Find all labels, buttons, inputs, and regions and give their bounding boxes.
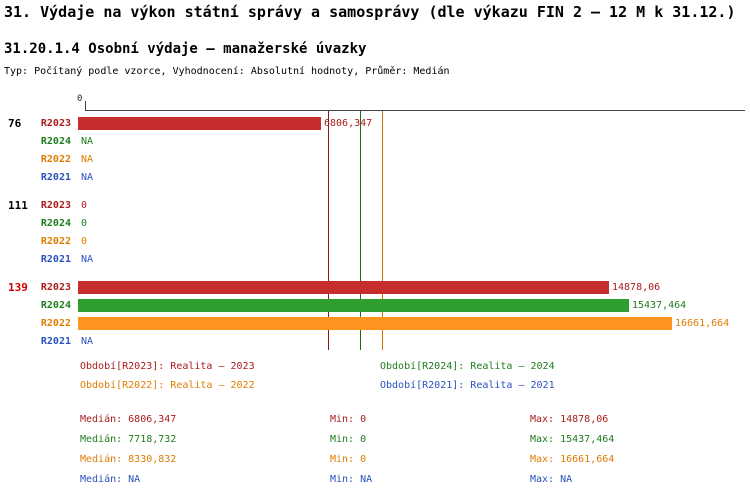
legend: Období[R2023]: Realita – 2023 Období[R20… <box>80 361 555 391</box>
legend-item-r2024: Období[R2024]: Realita – 2024 <box>380 361 555 372</box>
median-lines <box>85 111 745 350</box>
bar-value: NA <box>81 171 94 183</box>
stat-median-r2022: Medián: 8330,832 <box>80 454 177 465</box>
series-label: R2022 <box>40 235 71 247</box>
group-label: 139 <box>8 281 28 294</box>
bar-value: 15437,464 <box>632 299 687 311</box>
median-line-r2024 <box>360 111 361 350</box>
stat-min-r2023: Min: 0 <box>330 414 367 425</box>
bar-row: R2023 6806,347 <box>0 114 750 132</box>
bar-row: R2023 0 <box>0 196 750 214</box>
stat-max-r2024: Max: 15437,464 <box>530 434 615 445</box>
legend-item-r2022: Období[R2022]: Realita – 2022 <box>80 380 255 391</box>
bar-r2023 <box>78 280 609 294</box>
series-label: R2023 <box>40 117 71 129</box>
bar-row: R2021 NA <box>0 332 750 350</box>
bar-area: 16661,664 <box>78 316 750 330</box>
bar-area: 6806,347 <box>78 116 750 130</box>
bar-area: 15437,464 <box>78 298 750 312</box>
series-label: R2023 <box>40 281 71 293</box>
bar-value: NA <box>81 135 94 147</box>
bar-value: 14878,06 <box>612 281 661 293</box>
bar-row: R2024 15437,464 <box>0 296 750 314</box>
stat-median-r2023: Medián: 6806,347 <box>80 414 177 425</box>
legend-item-r2021: Období[R2021]: Realita – 2021 <box>380 380 555 391</box>
stat-median-r2024: Medián: 7718,732 <box>80 434 177 445</box>
stat-max-r2022: Max: 16661,664 <box>530 454 615 465</box>
axis-line <box>85 110 745 111</box>
stat-min-r2022: Min: 0 <box>330 454 367 465</box>
page-title: 31. Výdaje na výkon státní správy a samo… <box>4 3 736 21</box>
bar-value: 0 <box>81 235 88 247</box>
series-label: R2021 <box>40 253 71 265</box>
bar-group-76: 76 R2023 6806,347 R2024 NA R2022 NA R2021 NA <box>0 114 750 186</box>
stat-min-r2024: Min: 0 <box>330 434 367 445</box>
bar-area: 14878,06 <box>78 280 750 294</box>
bar-area: NA <box>78 335 750 348</box>
bar-row: R2021 NA <box>0 250 750 268</box>
bar-area: 0 <box>78 217 750 230</box>
series-label: R2024 <box>40 299 71 311</box>
median-line-r2023 <box>328 111 329 350</box>
bar-row: R2022 NA <box>0 150 750 168</box>
bar-area: 0 <box>78 235 750 248</box>
bar-area: NA <box>78 253 750 266</box>
group-label: 76 <box>8 117 22 130</box>
bar-area: NA <box>78 153 750 166</box>
bar-value: NA <box>81 153 94 165</box>
bar-area: 0 <box>78 199 750 212</box>
series-label: R2023 <box>40 199 71 211</box>
chart-meta: Typ: Počítaný podle vzorce, Vyhodnocení:… <box>4 66 450 77</box>
bar-r2023 <box>78 116 321 130</box>
series-label: R2021 <box>40 335 71 347</box>
chart-subtitle: 31.20.1.4 Osobní výdaje – manažerské úva… <box>4 41 367 57</box>
bar-area: NA <box>78 171 750 184</box>
stats-table: Medián: 6806,347 Min: 0 Max: 14878,06 Me… <box>80 414 750 485</box>
stat-max-r2023: Max: 14878,06 <box>530 414 609 425</box>
axis-zero-tick-label: 0 <box>77 94 83 104</box>
bar-value: NA <box>81 253 94 265</box>
group-label: 111 <box>8 199 28 212</box>
series-label: R2024 <box>40 135 71 147</box>
bar-row: R2024 NA <box>0 132 750 150</box>
bar-value: 0 <box>81 199 88 211</box>
bar-value: NA <box>81 335 94 347</box>
bar-r2024 <box>78 298 629 312</box>
bar-group-139: 139 R2023 14878,06 R2024 15437,464 R2022 16661… <box>0 278 750 350</box>
bar-r2022 <box>78 316 672 330</box>
bar-value: 0 <box>81 217 88 229</box>
series-label: R2022 <box>40 153 71 165</box>
stat-min-r2021: Min: NA <box>330 474 373 485</box>
bar-value: 16661,664 <box>675 317 730 329</box>
bar-groups: 76 R2023 6806,347 R2024 NA R2022 NA R2021 NA 111 R… <box>0 114 750 360</box>
series-label: R2021 <box>40 171 71 183</box>
series-label: R2022 <box>40 317 71 329</box>
bar-row: R2022 0 <box>0 232 750 250</box>
bar-area: NA <box>78 135 750 148</box>
bar-value: 6806,347 <box>324 117 373 129</box>
median-line-r2022 <box>382 111 383 350</box>
series-label: R2024 <box>40 217 71 229</box>
stat-median-r2021: Medián: NA <box>80 474 141 485</box>
bar-group-111: 111 R2023 0 R2024 0 R2022 0 R2021 NA <box>0 196 750 268</box>
bar-row: R2023 14878,06 <box>0 278 750 296</box>
stat-max-r2021: Max: NA <box>530 474 573 485</box>
bar-row: R2022 16661,664 <box>0 314 750 332</box>
bar-row: R2021 NA <box>0 168 750 186</box>
axis-zero-tick-mark <box>85 101 86 110</box>
bar-row: R2024 0 <box>0 214 750 232</box>
legend-item-r2023: Období[R2023]: Realita – 2023 <box>80 361 255 372</box>
